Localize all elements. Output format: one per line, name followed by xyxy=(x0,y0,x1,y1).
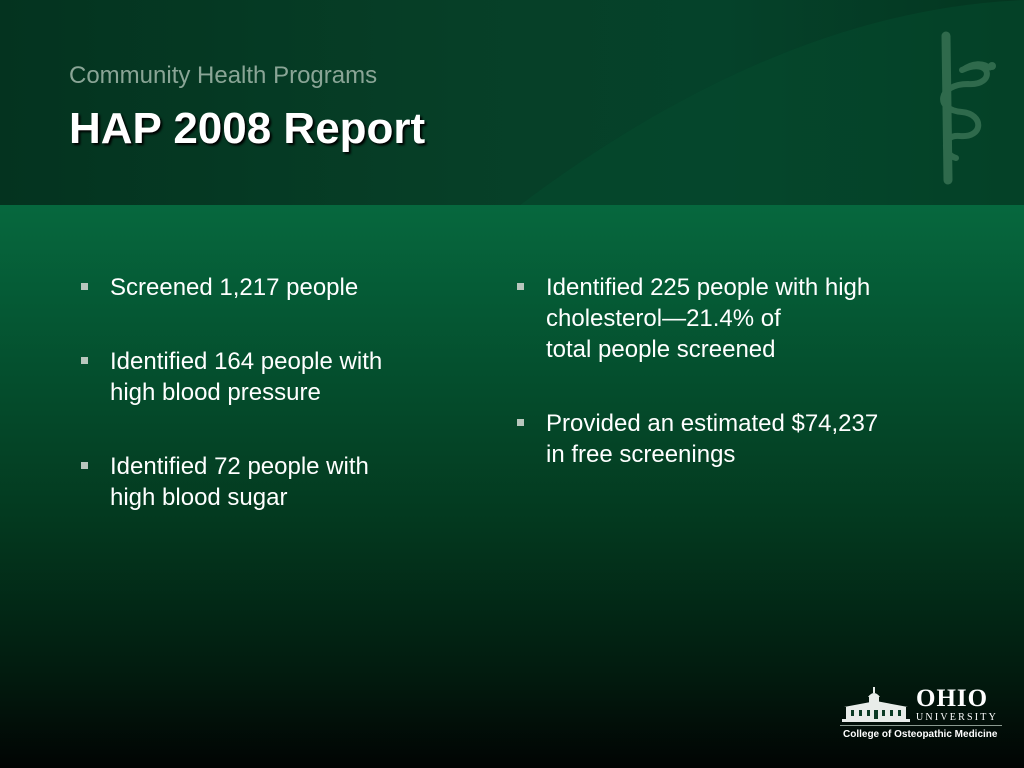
left-bullet-list: Screened 1,217 people Identified 164 peo… xyxy=(79,272,479,556)
bullet-marker xyxy=(81,283,88,290)
bullet-text: Screened 1,217 people xyxy=(110,274,359,301)
logo-college-text: College of Osteopathic Medicine xyxy=(843,729,998,740)
bullet-text: Identified 72 people with high blood sug… xyxy=(110,453,369,511)
bullet-item-blood-sugar: Identified 72 people with high blood sug… xyxy=(79,451,479,513)
logo-ohio-text: OHIO xyxy=(916,685,989,712)
bullet-text: Identified 225 people with high choleste… xyxy=(546,274,871,363)
ohio-university-logo: OHIO UNIVERSITY College of Osteopathic M… xyxy=(840,683,1005,745)
bullet-item-free-screenings: Provided an estimated $74,237 in free sc… xyxy=(515,408,975,470)
bullet-item-cholesterol: Identified 225 people with high choleste… xyxy=(515,272,975,365)
bullet-marker xyxy=(81,357,88,364)
slide-subtitle: Community Health Programs xyxy=(69,62,378,89)
bullet-marker xyxy=(517,419,524,426)
university-building-icon xyxy=(842,687,910,722)
slide-header: Community Health Programs HAP 2008 Repor… xyxy=(0,0,1024,205)
bullet-item-screened: Screened 1,217 people xyxy=(79,272,479,303)
right-bullet-list: Identified 225 people with high choleste… xyxy=(515,272,975,513)
header-arc-decoration xyxy=(520,0,1024,205)
bullet-marker xyxy=(81,462,88,469)
logo-university-text: UNIVERSITY xyxy=(916,712,998,723)
slide-title: HAP 2008 Report xyxy=(69,104,426,153)
bullet-text: Identified 164 people with high blood pr… xyxy=(110,348,383,406)
bullet-marker xyxy=(517,283,524,290)
bullet-text: Provided an estimated $74,237 in free sc… xyxy=(546,410,879,468)
bullet-item-blood-pressure: Identified 164 people with high blood pr… xyxy=(79,346,479,408)
logo-divider xyxy=(840,725,1002,726)
staff-of-asclepius-icon xyxy=(940,31,996,185)
